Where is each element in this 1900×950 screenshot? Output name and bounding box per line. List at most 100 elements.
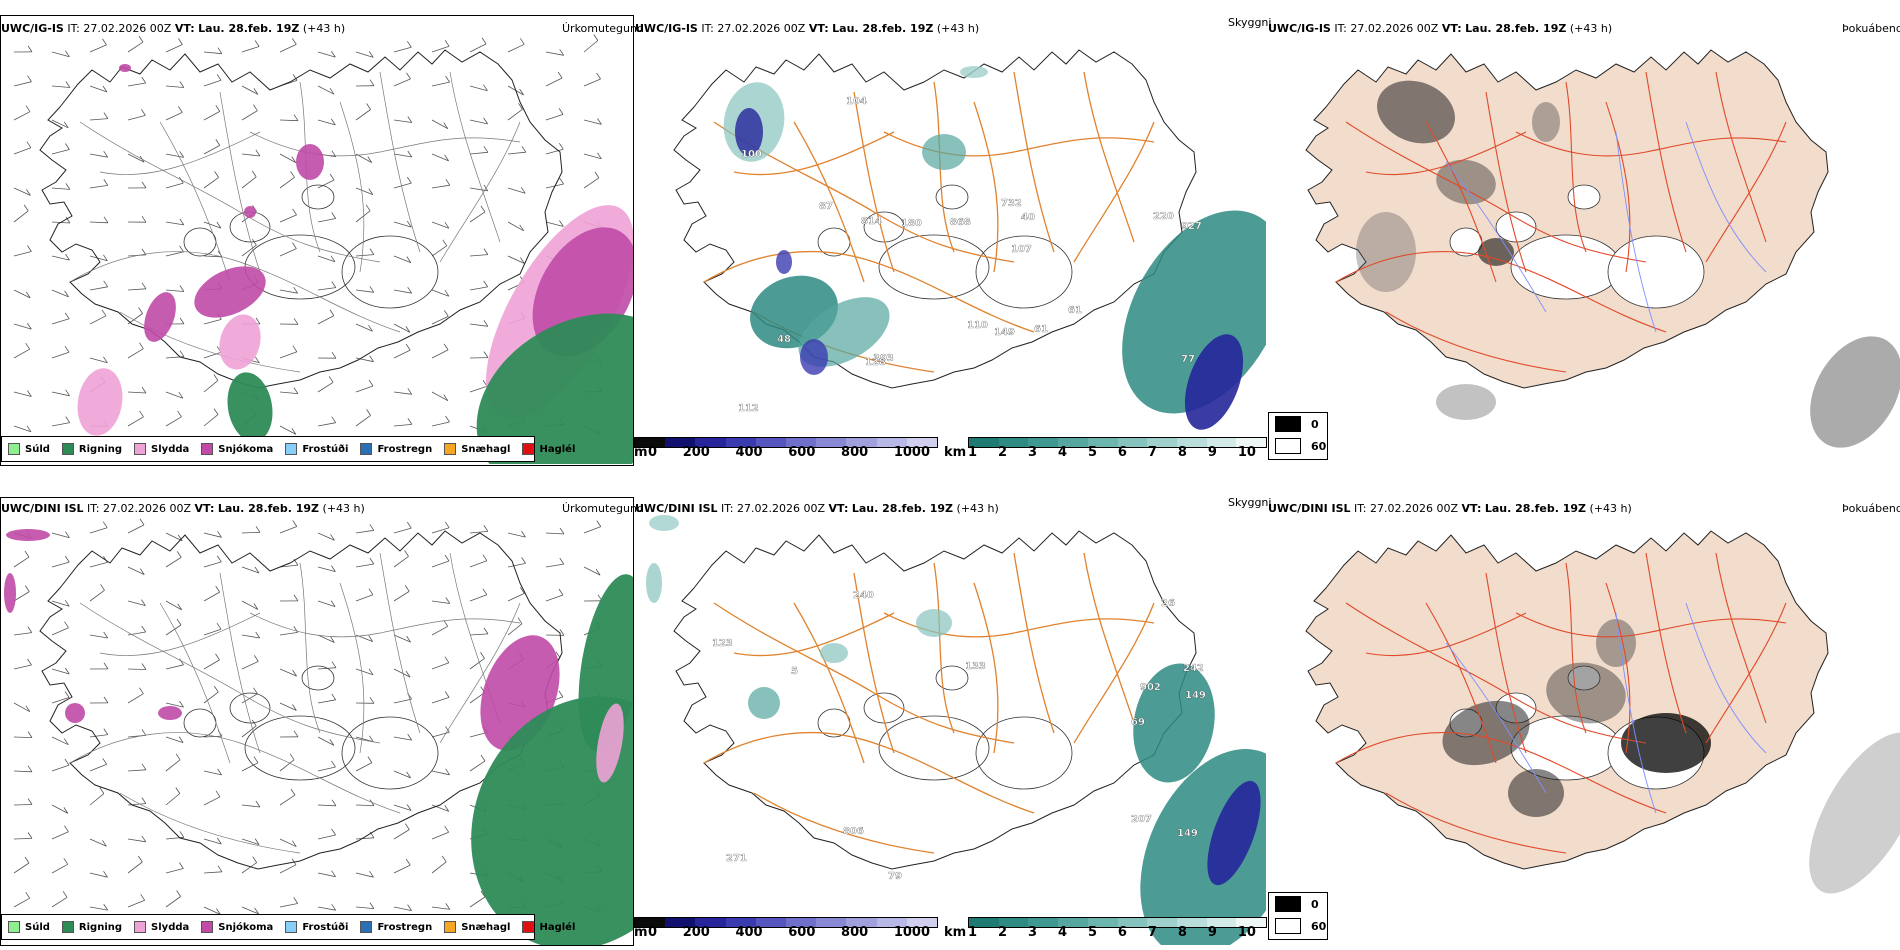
road xyxy=(1365,131,1527,176)
wind-barb-flag xyxy=(407,388,413,395)
wind-barb xyxy=(279,903,298,908)
colorbar-segment xyxy=(1206,918,1237,927)
legend-swatch xyxy=(134,921,147,933)
wind-barb-flag xyxy=(331,903,337,911)
wind-barb-flag xyxy=(595,568,601,576)
road xyxy=(793,602,865,764)
colorbar-segment xyxy=(1236,438,1267,447)
road xyxy=(1565,81,1587,253)
wind-barb xyxy=(13,664,32,670)
wind-barb xyxy=(279,526,297,534)
wind-barb-flag xyxy=(217,768,222,776)
colorbar-segment xyxy=(1236,918,1267,927)
wind-barb-flag xyxy=(406,220,412,228)
road xyxy=(159,602,231,764)
low-visibility-area xyxy=(748,687,780,719)
wind-barb xyxy=(431,560,450,568)
wind-barb-flag xyxy=(64,290,69,298)
wind-barb xyxy=(507,255,525,264)
fog-area xyxy=(1508,769,1564,817)
wind-barb-flag xyxy=(368,635,374,642)
precip-map-bottom xyxy=(4,518,634,945)
ceiling-label: 100 xyxy=(741,149,762,160)
road xyxy=(69,732,401,814)
ceiling-label: 271 xyxy=(726,853,747,864)
wind-barb-flag xyxy=(480,754,486,762)
wind-barb-flag xyxy=(329,87,335,95)
wind-barb xyxy=(431,697,450,704)
legend-item-0: Súld xyxy=(8,921,50,933)
road-network xyxy=(69,552,521,854)
wind-barb xyxy=(127,153,145,163)
wind-barb xyxy=(431,245,448,257)
wind-barb xyxy=(51,736,69,746)
wind-barb-flag xyxy=(26,189,31,196)
legend-label: Rigning xyxy=(78,921,123,933)
wind-barb-flag xyxy=(519,38,525,45)
wind-barb-flag xyxy=(255,149,261,157)
wind-barb-flag xyxy=(103,112,109,119)
wind-barb xyxy=(317,315,335,325)
wind-barb-flag xyxy=(405,670,411,678)
wind-barb-flag xyxy=(517,617,523,624)
wind-barb-flag xyxy=(64,345,70,353)
wind-barb xyxy=(51,600,70,607)
wind-barb-flag xyxy=(594,171,600,179)
road xyxy=(853,572,895,754)
cloud-legend-bottom: 0 60 xyxy=(1268,892,1328,940)
wind-barb-flag xyxy=(254,40,260,47)
precip-legend-bottom: Súld Rigning Slydda Snjókoma Frostúði Frostre… xyxy=(1,914,575,940)
colorbar-segment xyxy=(1117,918,1148,927)
wind-barb-flag xyxy=(65,389,70,397)
colorbar-segment xyxy=(1028,438,1059,447)
wind-barb xyxy=(165,391,184,399)
wind-barb xyxy=(203,735,223,738)
legend-item-5: Frostregn xyxy=(360,921,432,933)
tick-label: 0 xyxy=(648,445,658,460)
legend-label: Súld xyxy=(25,443,50,455)
road xyxy=(69,251,401,333)
road xyxy=(1715,71,1767,243)
wind-barb-flag xyxy=(365,204,371,212)
wind-barb xyxy=(13,289,31,299)
wind-barb xyxy=(13,210,29,223)
wind-barb-flag xyxy=(25,342,31,350)
wind-barb-flag xyxy=(293,114,299,121)
wind-barb-flag xyxy=(102,840,107,847)
wind-barb xyxy=(393,255,411,263)
wind-barb-flag xyxy=(178,736,184,743)
glacier-outline xyxy=(1495,211,1537,243)
wind-barb-flag xyxy=(558,142,564,150)
colorbar-segment xyxy=(695,438,726,447)
wind-barb-flag xyxy=(483,320,489,327)
wind-barb xyxy=(127,524,145,534)
wind-barb-flag xyxy=(519,88,524,96)
legend-item-6: Snæhagl xyxy=(444,921,510,933)
tick-label: 1 xyxy=(968,925,978,940)
ceiling-label: 112 xyxy=(738,403,759,414)
wind-barb-flag xyxy=(443,310,449,317)
road xyxy=(933,562,955,734)
wind-barb xyxy=(89,118,108,121)
wind-barb xyxy=(241,46,260,53)
wind-barb-flag xyxy=(330,600,336,607)
low-visibility-area xyxy=(820,643,848,663)
wind-barb xyxy=(317,179,335,189)
wind-barb xyxy=(13,111,31,121)
wind-barb-flag xyxy=(443,394,449,401)
colorbar-segment xyxy=(755,918,787,927)
wind-barb xyxy=(89,589,105,602)
wind-barb xyxy=(393,349,411,359)
wind-barb-flag xyxy=(328,376,334,383)
wind-barb xyxy=(317,566,336,572)
wind-barb-flag xyxy=(291,156,297,163)
glacier-outline xyxy=(1510,234,1622,300)
wind-barb-flag xyxy=(368,188,374,195)
iceland-map xyxy=(673,49,1197,389)
tick-label: 1000 xyxy=(893,445,930,460)
road xyxy=(119,792,301,854)
wind-barb-flag xyxy=(480,205,486,213)
road xyxy=(703,250,1035,333)
road xyxy=(1485,572,1527,754)
wind-barb xyxy=(51,561,70,568)
